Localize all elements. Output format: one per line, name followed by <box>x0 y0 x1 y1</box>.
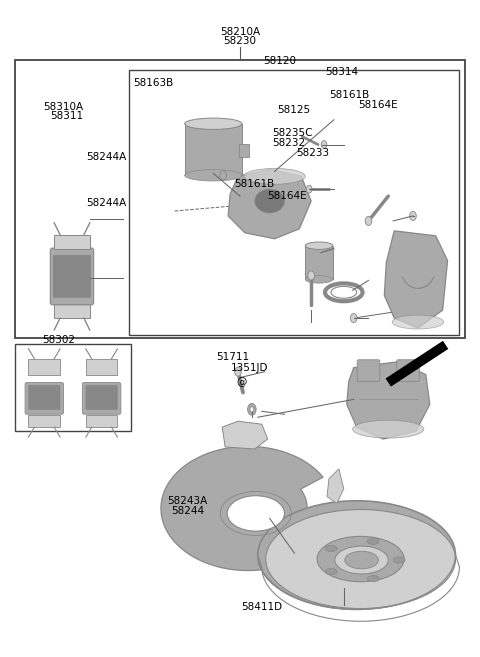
FancyBboxPatch shape <box>54 304 90 318</box>
FancyBboxPatch shape <box>86 385 118 409</box>
FancyBboxPatch shape <box>397 360 420 382</box>
FancyBboxPatch shape <box>357 360 380 382</box>
Circle shape <box>308 271 314 280</box>
FancyBboxPatch shape <box>239 144 249 158</box>
Text: 58411D: 58411D <box>241 602 282 612</box>
Text: 58161B: 58161B <box>329 90 370 101</box>
Ellipse shape <box>335 546 388 574</box>
Ellipse shape <box>367 576 379 581</box>
Bar <box>14 344 131 431</box>
Text: @: @ <box>236 377 247 387</box>
Bar <box>14 60 466 338</box>
FancyBboxPatch shape <box>28 359 60 374</box>
Circle shape <box>365 216 372 225</box>
Text: 58125: 58125 <box>277 104 310 114</box>
Circle shape <box>321 141 327 148</box>
FancyBboxPatch shape <box>28 415 60 427</box>
Circle shape <box>220 171 227 180</box>
Text: 51711: 51711 <box>216 352 250 362</box>
Circle shape <box>350 313 357 323</box>
Polygon shape <box>347 362 430 439</box>
Ellipse shape <box>317 536 404 581</box>
Text: 58120: 58120 <box>263 57 296 66</box>
FancyBboxPatch shape <box>54 235 90 249</box>
Ellipse shape <box>392 315 444 329</box>
Text: 58232: 58232 <box>272 138 305 148</box>
FancyBboxPatch shape <box>28 385 60 409</box>
Ellipse shape <box>331 286 357 298</box>
Ellipse shape <box>185 170 242 181</box>
Text: 58164E: 58164E <box>359 100 398 110</box>
Polygon shape <box>327 469 344 503</box>
Text: 58314: 58314 <box>325 68 359 78</box>
Circle shape <box>306 185 312 193</box>
Ellipse shape <box>305 242 333 250</box>
Ellipse shape <box>266 510 456 608</box>
Ellipse shape <box>258 501 456 609</box>
FancyBboxPatch shape <box>86 359 118 374</box>
FancyBboxPatch shape <box>50 248 94 305</box>
Ellipse shape <box>367 538 379 545</box>
Text: 58233: 58233 <box>296 148 329 158</box>
FancyBboxPatch shape <box>53 256 91 298</box>
Text: 58210A: 58210A <box>220 27 260 37</box>
Text: 58243A: 58243A <box>168 496 208 506</box>
Circle shape <box>409 212 416 221</box>
Text: 58302: 58302 <box>42 334 75 344</box>
Text: 58244A: 58244A <box>86 198 126 208</box>
Text: 58235C: 58235C <box>272 128 312 138</box>
Circle shape <box>235 367 241 376</box>
FancyBboxPatch shape <box>25 382 63 415</box>
FancyBboxPatch shape <box>86 415 118 427</box>
FancyBboxPatch shape <box>305 246 333 279</box>
Text: 58163B: 58163B <box>133 78 174 88</box>
Ellipse shape <box>393 557 405 563</box>
Ellipse shape <box>255 189 285 213</box>
FancyBboxPatch shape <box>185 124 242 175</box>
FancyBboxPatch shape <box>83 382 121 415</box>
Ellipse shape <box>244 168 305 184</box>
Text: 58164E: 58164E <box>267 191 307 201</box>
Text: 58161B: 58161B <box>234 179 274 189</box>
Text: 58310A: 58310A <box>43 102 84 112</box>
Text: 58311: 58311 <box>50 111 84 121</box>
Text: 1351JD: 1351JD <box>231 363 268 373</box>
Ellipse shape <box>345 551 378 569</box>
Ellipse shape <box>227 496 285 531</box>
Polygon shape <box>222 421 268 449</box>
Bar <box>129 70 459 335</box>
Circle shape <box>250 407 254 412</box>
Ellipse shape <box>325 568 337 575</box>
Circle shape <box>248 403 256 415</box>
Polygon shape <box>384 231 447 328</box>
Ellipse shape <box>305 276 333 283</box>
Ellipse shape <box>353 420 424 438</box>
Ellipse shape <box>185 118 242 129</box>
Polygon shape <box>161 446 323 570</box>
Text: 58230: 58230 <box>224 36 256 46</box>
Polygon shape <box>228 170 311 238</box>
Text: 58244: 58244 <box>171 506 204 516</box>
Text: 58244A: 58244A <box>86 152 126 162</box>
Ellipse shape <box>325 545 337 552</box>
